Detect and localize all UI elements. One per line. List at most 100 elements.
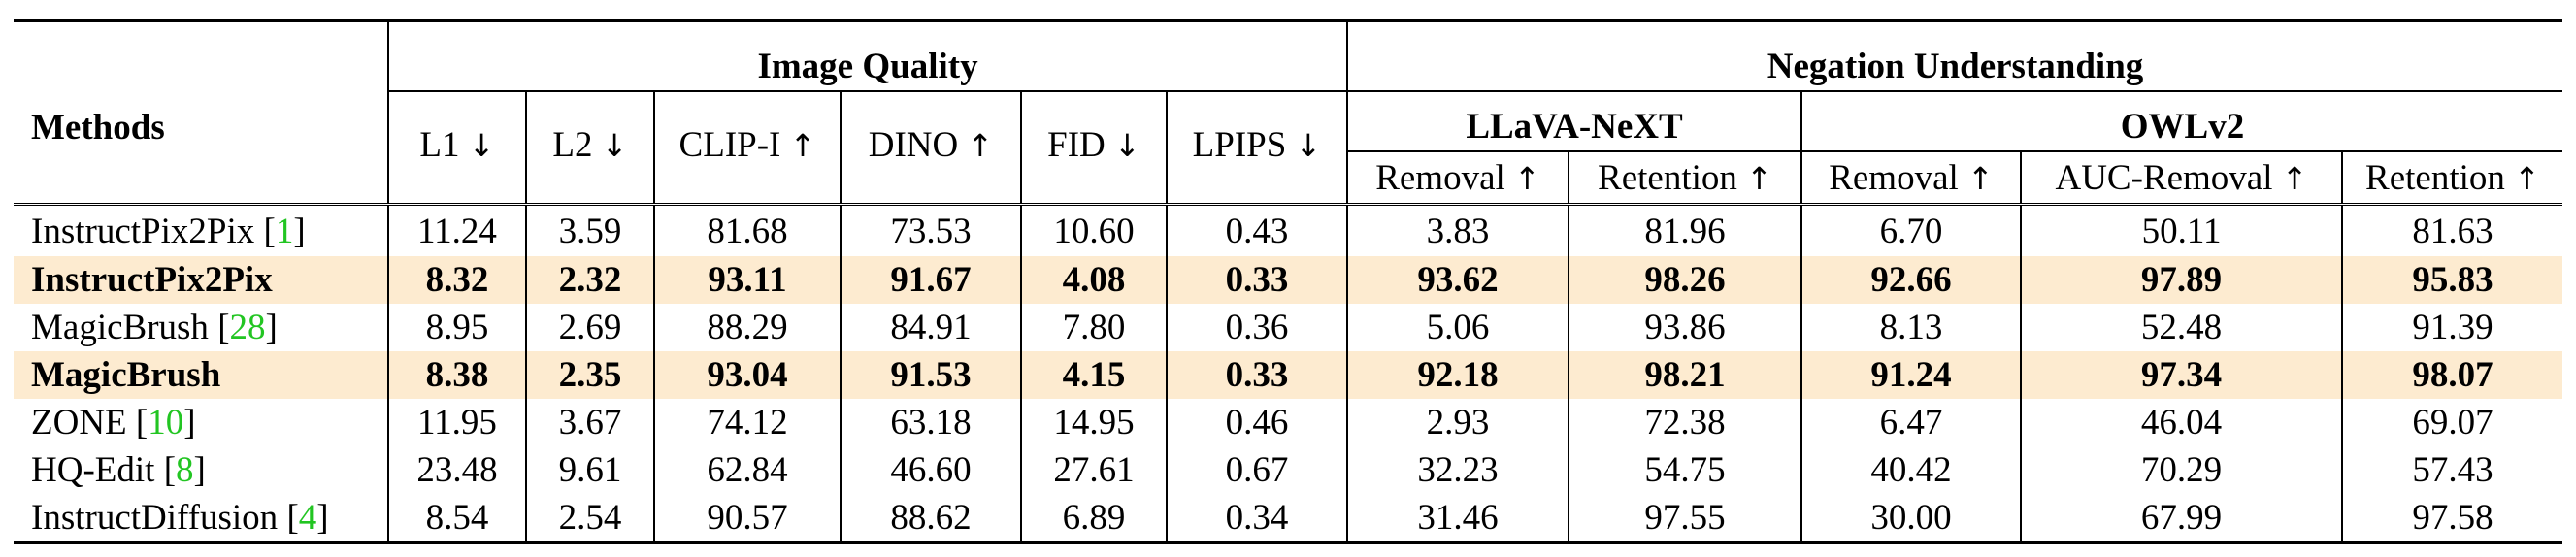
down-arrow-icon: ↓ [468, 126, 495, 164]
header-row-groups: Methods Image Quality Negation Understan… [14, 19, 2563, 151]
cell-owl-auc-removal: 46.04 [2021, 399, 2344, 446]
col-dino: DINO ↑ [841, 91, 1022, 205]
cell-l1: 8.38 [388, 351, 527, 399]
method-name: InstructDiffusion [4] [14, 494, 389, 544]
cell-clip-i: 93.11 [654, 256, 842, 304]
up-arrow-icon: ↑ [2514, 159, 2540, 197]
citation-link[interactable]: 4 [298, 498, 317, 538]
cell-lpips: 0.46 [1167, 399, 1349, 446]
method-name: InstructPix2Pix [1] [14, 203, 389, 256]
cell-l1: 11.95 [388, 399, 527, 446]
cell-l1: 8.95 [388, 304, 527, 351]
cell-l2: 3.67 [526, 399, 655, 446]
cell-owl-removal: 8.13 [1801, 304, 2023, 351]
cell-dino: 46.60 [841, 446, 1022, 494]
results-table-container: Methods Image Quality Negation Understan… [14, 19, 2563, 544]
cell-fid: 6.89 [1021, 494, 1168, 544]
cell-dino: 91.53 [841, 351, 1022, 399]
method-name: InstructPix2Pix [14, 256, 389, 304]
cell-l2: 2.69 [526, 304, 655, 351]
citation-link[interactable]: 8 [176, 450, 194, 490]
cell-dino: 91.67 [841, 256, 1022, 304]
cell-clip-i: 90.57 [654, 494, 842, 544]
down-arrow-icon: ↓ [1114, 126, 1140, 164]
cell-l2: 2.32 [526, 256, 655, 304]
up-arrow-icon: ↑ [1967, 159, 1994, 197]
cell-clip-i: 81.68 [654, 203, 842, 256]
cell-clip-i: 62.84 [654, 446, 842, 494]
cell-llava-removal: 32.23 [1347, 446, 1570, 494]
cell-fid: 14.95 [1021, 399, 1168, 446]
citation-link[interactable]: 1 [275, 211, 294, 251]
methods-header: Methods [14, 19, 389, 151]
cell-llava-retention: 81.96 [1569, 203, 1803, 256]
col-fid: FID ↓ [1021, 91, 1168, 205]
owlv2-header: OWLv2 [1801, 91, 2563, 152]
cell-owl-removal: 91.24 [1801, 351, 2023, 399]
results-table-body: InstructPix2Pix [1] 11.24 3.59 81.68 73.… [14, 203, 2563, 544]
table-row-highlighted: InstructPix2Pix 8.32 2.32 93.11 91.67 4.… [14, 256, 2563, 304]
down-arrow-icon: ↓ [601, 126, 628, 164]
cell-clip-i: 93.04 [654, 351, 842, 399]
method-name: MagicBrush [28] [14, 304, 389, 351]
cell-owl-removal: 40.42 [1801, 446, 2023, 494]
header-row-subgroups: L1 ↓ L2 ↓ CLIP-I ↑ DINO ↑ FID ↓ LPIPS ↓ … [14, 91, 2563, 205]
col-owl-retention: Retention ↑ [2365, 157, 2540, 198]
cell-lpips: 0.36 [1167, 304, 1349, 351]
table-row: MagicBrush [28] 8.95 2.69 88.29 84.91 7.… [14, 304, 2562, 351]
method-name: ZONE [10] [14, 399, 389, 446]
cell-owl-auc-removal: 97.89 [2021, 256, 2344, 304]
cell-lpips: 0.43 [1167, 203, 1349, 256]
up-arrow-icon: ↑ [1514, 159, 1540, 197]
cell-owl-auc-removal: 67.99 [2021, 494, 2344, 544]
cell-owl-retention: 98.07 [2342, 351, 2563, 399]
cell-owl-removal: 30.00 [1801, 494, 2023, 544]
table-row: HQ-Edit [8] 23.48 9.61 62.84 46.60 27.61… [14, 446, 2562, 494]
cell-owl-removal: 6.47 [1801, 399, 2023, 446]
cell-dino: 84.91 [841, 304, 1022, 351]
cell-l2: 2.35 [526, 351, 655, 399]
table-row: InstructDiffusion [4] 8.54 2.54 90.57 88… [14, 494, 2563, 544]
cell-lpips: 0.33 [1167, 256, 1349, 304]
citation-link[interactable]: 28 [229, 308, 266, 347]
up-arrow-icon: ↑ [789, 126, 816, 164]
results-table: Methods Image Quality Negation Understan… [14, 19, 2563, 544]
col-clip-i: CLIP-I ↑ [654, 91, 842, 205]
cell-owl-retention: 97.58 [2342, 494, 2563, 544]
cell-llava-removal: 92.18 [1347, 351, 1570, 399]
cell-owl-auc-removal: 97.34 [2021, 351, 2344, 399]
cell-llava-retention: 93.86 [1569, 304, 1803, 351]
cell-owl-auc-removal: 50.11 [2021, 203, 2344, 256]
method-name: MagicBrush [14, 351, 389, 399]
cell-owl-removal: 92.66 [1801, 256, 2023, 304]
cell-owl-removal: 6.70 [1801, 203, 2023, 256]
cell-fid: 4.08 [1021, 256, 1168, 304]
cell-owl-retention: 69.07 [2412, 403, 2493, 442]
cell-clip-i: 88.29 [654, 304, 842, 351]
cell-llava-retention: 98.26 [1569, 256, 1803, 304]
cell-owl-retention: 95.83 [2342, 256, 2563, 304]
cell-llava-removal: 2.93 [1347, 399, 1570, 446]
cell-owl-auc-removal: 52.48 [2021, 304, 2344, 351]
cell-l1: 8.32 [388, 256, 527, 304]
col-l2: L2 ↓ [526, 91, 655, 205]
col-l1: L1 ↓ [388, 91, 527, 205]
method-name: HQ-Edit [8] [14, 446, 389, 494]
cell-l1: 11.24 [388, 203, 527, 256]
cell-owl-retention: 91.39 [2412, 308, 2493, 347]
cell-lpips: 0.67 [1167, 446, 1349, 494]
down-arrow-icon: ↓ [1295, 126, 1322, 164]
cell-llava-removal: 3.83 [1347, 203, 1570, 256]
cell-clip-i: 74.12 [654, 399, 842, 446]
cell-l2: 2.54 [526, 494, 655, 544]
cell-lpips: 0.33 [1167, 351, 1349, 399]
cell-llava-retention: 98.21 [1569, 351, 1803, 399]
up-arrow-icon: ↑ [1746, 159, 1772, 197]
cell-owl-retention: 81.63 [2342, 203, 2563, 256]
citation-link[interactable]: 10 [148, 403, 184, 442]
cell-fid: 27.61 [1021, 446, 1168, 494]
cell-llava-retention: 72.38 [1569, 399, 1803, 446]
col-llava-removal: Removal ↑ [1347, 151, 1570, 205]
up-arrow-icon: ↑ [967, 126, 994, 164]
methods-header-spacer [14, 151, 389, 205]
